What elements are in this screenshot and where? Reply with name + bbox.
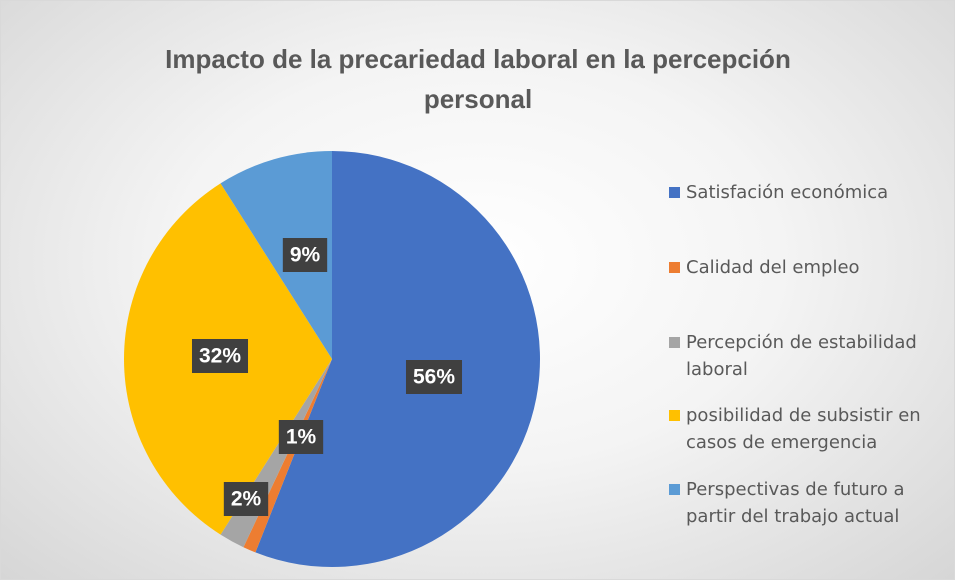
data-label: 2% — [231, 488, 262, 511]
pie-slice — [220, 151, 332, 359]
data-label-box — [191, 339, 249, 373]
legend-item: Perspectivas de futuro a partir del trab… — [669, 476, 949, 530]
legend-label: Percepción de estabilidad laboral — [686, 332, 917, 380]
data-label-bg — [223, 482, 269, 516]
pie-slice — [255, 151, 540, 567]
data-label-box — [282, 238, 328, 272]
legend-swatch — [669, 337, 680, 348]
data-label-box — [278, 420, 324, 454]
data-label-box — [223, 482, 269, 516]
data-label: 9% — [290, 244, 321, 267]
legend-item: posibilidad de subsistir en casos de eme… — [669, 402, 949, 456]
data-label-bg — [405, 360, 463, 394]
legend-swatch — [669, 484, 680, 495]
data-label-bg — [282, 238, 328, 272]
data-label-bg — [278, 420, 324, 454]
legend-label: Perspectivas de futuro a partir del trab… — [686, 479, 905, 527]
legend-label: Calidad del empleo — [686, 257, 860, 278]
chart-title: Impacto de la precariedad laboral en la … — [165, 44, 791, 114]
data-label: 56% — [413, 366, 455, 389]
legend-swatch — [669, 410, 680, 421]
data-label-box — [405, 360, 463, 394]
data-label-bg — [191, 339, 249, 373]
legend-label: Satisfación económica — [686, 182, 889, 203]
legend-item: Satisfación económica — [669, 179, 949, 206]
data-label: 32% — [199, 345, 241, 368]
data-label: 1% — [286, 426, 317, 449]
legend-item: Calidad del empleo — [669, 254, 949, 281]
legend-swatch — [669, 262, 680, 273]
legend-swatch — [669, 187, 680, 198]
legend-item: Percepción de estabilidad laboral — [669, 329, 949, 383]
legend-label: posibilidad de subsistir en casos de eme… — [686, 405, 921, 453]
